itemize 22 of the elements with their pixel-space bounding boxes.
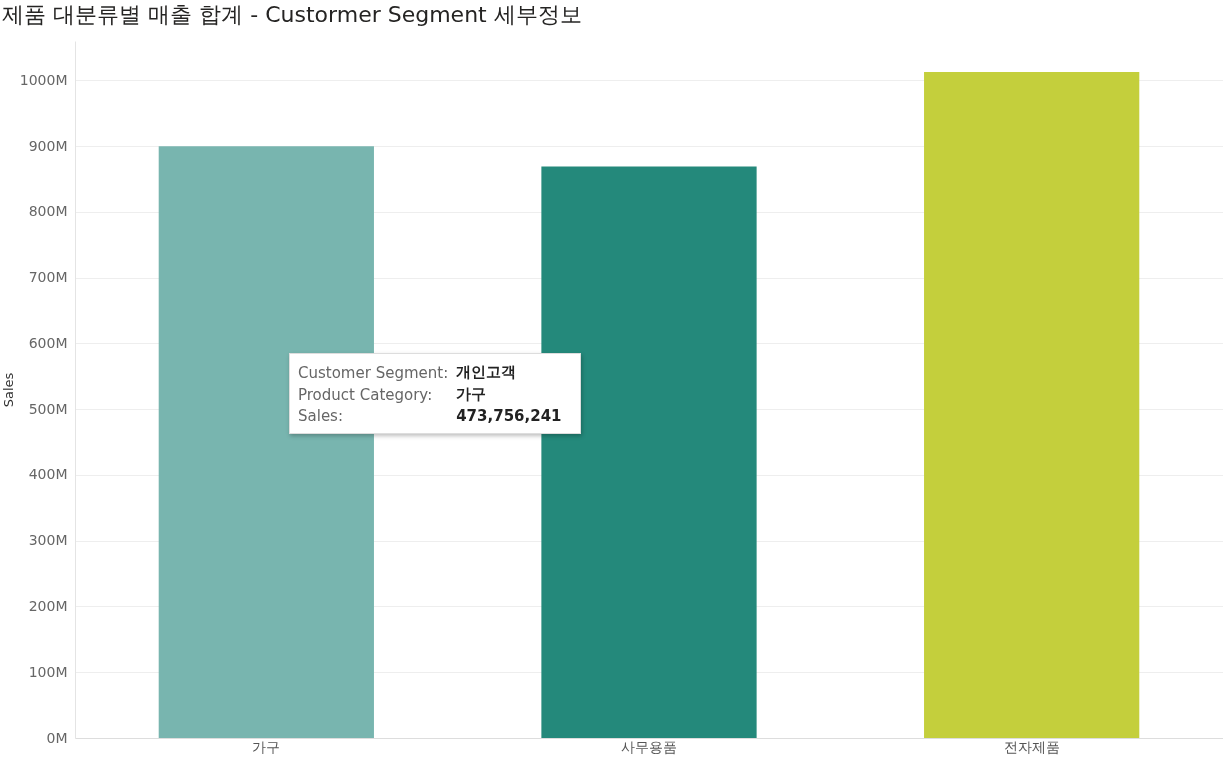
y-axis-title: Sales <box>0 372 16 408</box>
y-tick-label: 300M <box>28 532 68 549</box>
text: 473,756,241 <box>456 407 562 425</box>
y-tick-label: 100M <box>28 663 68 680</box>
text: Sales: <box>298 407 343 425</box>
y-tick-label: 0M <box>46 729 68 746</box>
x-tick-label: 가구 <box>252 738 281 755</box>
y-tick-label: 400M <box>28 466 68 483</box>
x-tick-label: 사무용품 <box>621 738 677 755</box>
y-tick-label: 200M <box>28 597 68 614</box>
y-tick-label: 500M <box>28 400 68 417</box>
y-tick-label: 900M <box>28 137 68 154</box>
x-tick-label: 전자제품 <box>1003 738 1060 755</box>
chart-title: 제품 대분류별 매출 합계 - Custormer Segment 세부정보 <box>2 2 582 27</box>
text: 개인고객 <box>456 363 517 381</box>
text: Customer Segment: <box>298 363 449 382</box>
y-tick-label: 1000M <box>19 71 68 88</box>
y-tick-label: 700M <box>28 269 68 286</box>
y-tick-label: 800M <box>28 203 68 220</box>
text: 가구 <box>456 385 487 403</box>
y-tick-label: 600M <box>28 334 68 351</box>
text: Product Category: <box>298 385 433 404</box>
